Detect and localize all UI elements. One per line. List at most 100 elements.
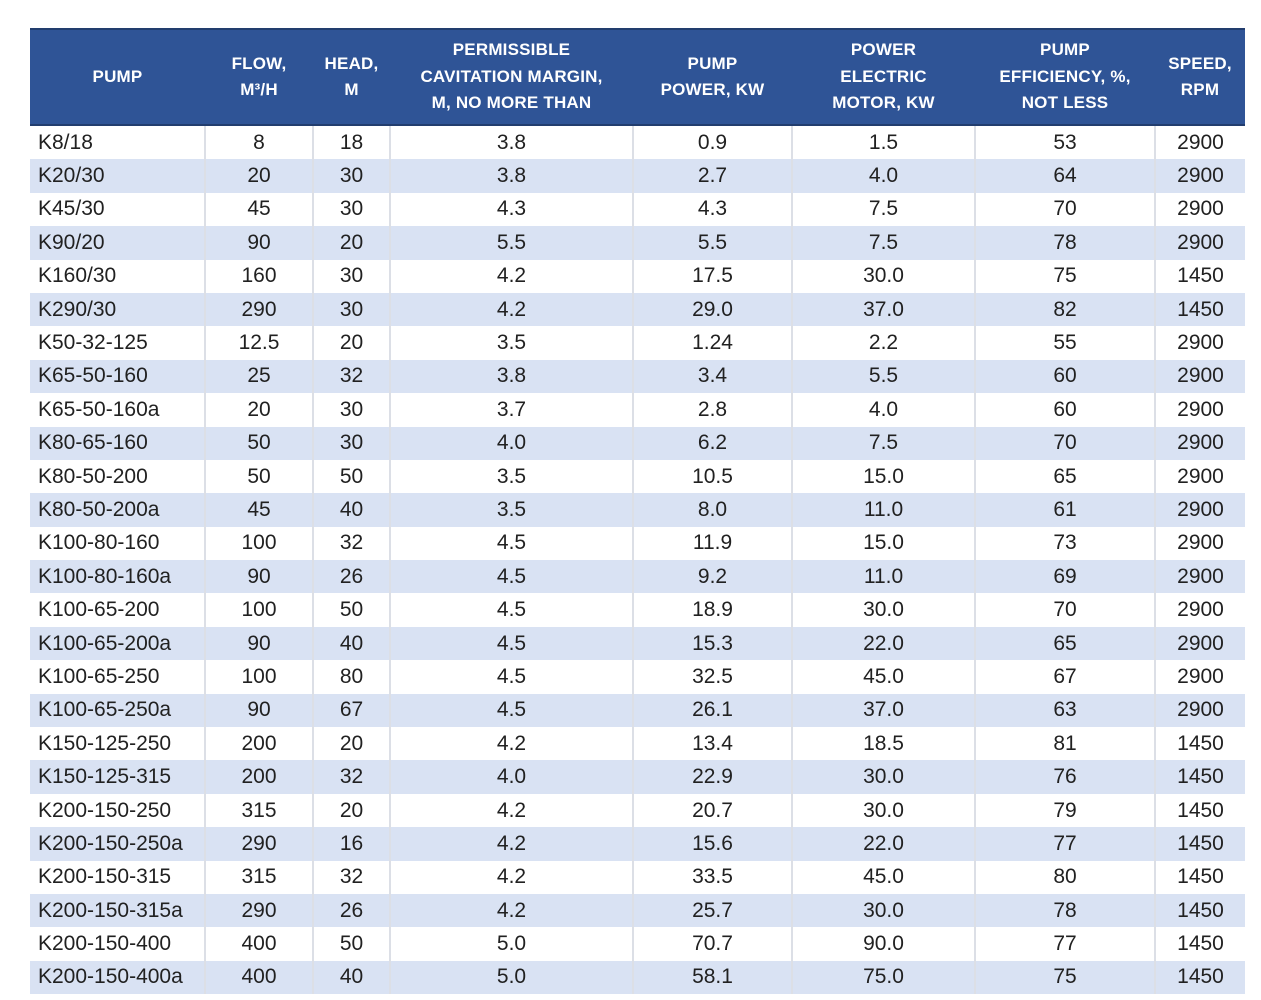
cell-motor_power: 75.0 <box>791 960 975 995</box>
cell-efficiency: 67 <box>974 660 1155 694</box>
cell-pump: K160/30 <box>30 259 205 293</box>
cell-head: 18 <box>312 125 390 160</box>
cell-motor_power: 30.0 <box>791 593 975 627</box>
cell-speed: 2900 <box>1154 526 1245 561</box>
table-row: K45/30 45 30 4.3 4.3 7.5 70 2900 <box>30 192 1245 227</box>
cell-pump_power: 70.7 <box>632 927 792 961</box>
cell-pump_power: 3.4 <box>632 359 792 394</box>
cell-motor_power: 4.0 <box>791 159 975 193</box>
cell-head: 26 <box>312 560 390 594</box>
cell-flow: 20 <box>204 159 313 193</box>
table-row: K100-65-250 100 80 4.5 32.5 45.0 67 2900 <box>30 660 1245 694</box>
cell-cavitation_margin: 4.5 <box>389 660 633 694</box>
cell-cavitation_margin: 4.2 <box>389 860 633 894</box>
cell-flow: 400 <box>204 960 313 995</box>
cell-flow: 315 <box>204 793 313 828</box>
column-header-motor_power: POWER ELECTRIC MOTOR, KW <box>792 28 975 126</box>
cell-motor_power: 45.0 <box>791 860 975 894</box>
cell-cavitation_margin: 4.5 <box>389 526 633 561</box>
cell-flow: 290 <box>204 827 313 861</box>
cell-cavitation_margin: 4.2 <box>389 259 633 293</box>
cell-flow: 290 <box>204 893 313 928</box>
column-header-flow: FLOW, M³/H <box>205 28 313 126</box>
cell-cavitation_margin: 5.5 <box>389 226 633 260</box>
cell-pump: K100-80-160a <box>30 560 205 594</box>
header-row: PUMP FLOW, M³/H HEAD, M PERMISSIBLE CAVITAT… <box>30 28 1245 126</box>
cell-pump: K200-150-315a <box>30 893 205 928</box>
cell-speed: 2900 <box>1154 459 1245 494</box>
cell-efficiency: 79 <box>974 793 1155 828</box>
cell-cavitation_margin: 4.2 <box>389 292 633 327</box>
cell-pump_power: 20.7 <box>632 793 792 828</box>
cell-efficiency: 77 <box>974 827 1155 861</box>
cell-pump: K200-150-400a <box>30 960 205 995</box>
cell-motor_power: 30.0 <box>791 793 975 828</box>
cell-efficiency: 53 <box>974 125 1155 160</box>
cell-pump_power: 15.3 <box>632 626 792 661</box>
cell-flow: 90 <box>204 560 313 594</box>
cell-motor_power: 30.0 <box>791 893 975 928</box>
table-row: K200-150-315 315 32 4.2 33.5 45.0 80 1450 <box>30 860 1245 894</box>
cell-flow: 100 <box>204 660 313 694</box>
cell-speed: 2900 <box>1154 693 1245 728</box>
cell-head: 32 <box>312 760 390 794</box>
cell-pump: K80-65-160 <box>30 426 205 460</box>
cell-motor_power: 15.0 <box>791 526 975 561</box>
cell-head: 50 <box>312 593 390 627</box>
cell-motor_power: 1.5 <box>791 125 975 160</box>
cell-efficiency: 70 <box>974 426 1155 460</box>
cell-motor_power: 22.0 <box>791 827 975 861</box>
cell-speed: 1450 <box>1154 793 1245 828</box>
cell-pump: K100-65-200a <box>30 626 205 661</box>
cell-motor_power: 18.5 <box>791 727 975 761</box>
cell-speed: 2900 <box>1154 393 1245 427</box>
cell-pump_power: 6.2 <box>632 426 792 460</box>
cell-head: 20 <box>312 226 390 260</box>
cell-flow: 400 <box>204 927 313 961</box>
table-row: K80-50-200a 45 40 3.5 8.0 11.0 61 2900 <box>30 493 1245 527</box>
cell-cavitation_margin: 3.5 <box>389 493 633 527</box>
cell-efficiency: 82 <box>974 292 1155 327</box>
cell-head: 40 <box>312 960 390 995</box>
cell-speed: 1450 <box>1154 827 1245 861</box>
cell-head: 30 <box>312 426 390 460</box>
cell-pump: K8/18 <box>30 125 205 160</box>
cell-head: 50 <box>312 459 390 494</box>
column-header-speed: SPEED, RPM <box>1155 28 1245 126</box>
cell-speed: 2900 <box>1154 326 1245 360</box>
cell-flow: 160 <box>204 259 313 293</box>
cell-flow: 290 <box>204 292 313 327</box>
cell-pump_power: 1.24 <box>632 326 792 360</box>
cell-speed: 1450 <box>1154 292 1245 327</box>
cell-pump_power: 33.5 <box>632 860 792 894</box>
cell-efficiency: 65 <box>974 626 1155 661</box>
cell-cavitation_margin: 4.2 <box>389 893 633 928</box>
table-row: K200-150-400a 400 40 5.0 58.1 75.0 75 1450 <box>30 960 1245 995</box>
cell-speed: 1450 <box>1154 727 1245 761</box>
cell-speed: 2900 <box>1154 626 1245 661</box>
cell-flow: 315 <box>204 860 313 894</box>
cell-speed: 2900 <box>1154 125 1245 160</box>
cell-speed: 1450 <box>1154 960 1245 995</box>
cell-cavitation_margin: 3.5 <box>389 326 633 360</box>
cell-head: 16 <box>312 827 390 861</box>
cell-cavitation_margin: 4.5 <box>389 626 633 661</box>
cell-efficiency: 75 <box>974 259 1155 293</box>
cell-speed: 1450 <box>1154 860 1245 894</box>
cell-head: 20 <box>312 727 390 761</box>
cell-motor_power: 30.0 <box>791 760 975 794</box>
cell-pump_power: 17.5 <box>632 259 792 293</box>
table-row: K200-150-315a 290 26 4.2 25.7 30.0 78 1450 <box>30 893 1245 928</box>
cell-pump_power: 26.1 <box>632 693 792 728</box>
cell-pump: K65-50-160a <box>30 393 205 427</box>
table-row: K160/30 160 30 4.2 17.5 30.0 75 1450 <box>30 259 1245 293</box>
cell-motor_power: 30.0 <box>791 259 975 293</box>
cell-head: 40 <box>312 493 390 527</box>
cell-efficiency: 63 <box>974 693 1155 728</box>
table-row: K65-50-160a 20 30 3.7 2.8 4.0 60 2900 <box>30 393 1245 427</box>
cell-efficiency: 60 <box>974 359 1155 394</box>
cell-speed: 2900 <box>1154 660 1245 694</box>
cell-cavitation_margin: 3.7 <box>389 393 633 427</box>
cell-pump_power: 9.2 <box>632 560 792 594</box>
cell-speed: 2900 <box>1154 426 1245 460</box>
